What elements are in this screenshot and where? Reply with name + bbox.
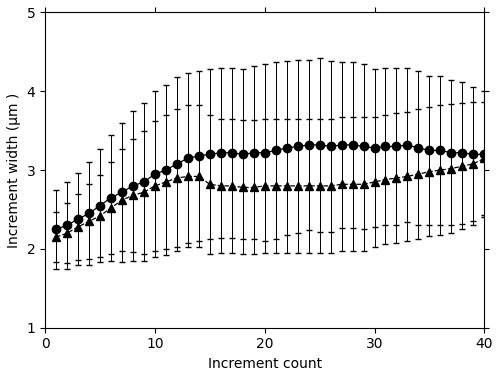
Y-axis label: Increment width (μm ): Increment width (μm ) <box>7 93 21 248</box>
X-axis label: Increment count: Increment count <box>208 357 322 371</box>
